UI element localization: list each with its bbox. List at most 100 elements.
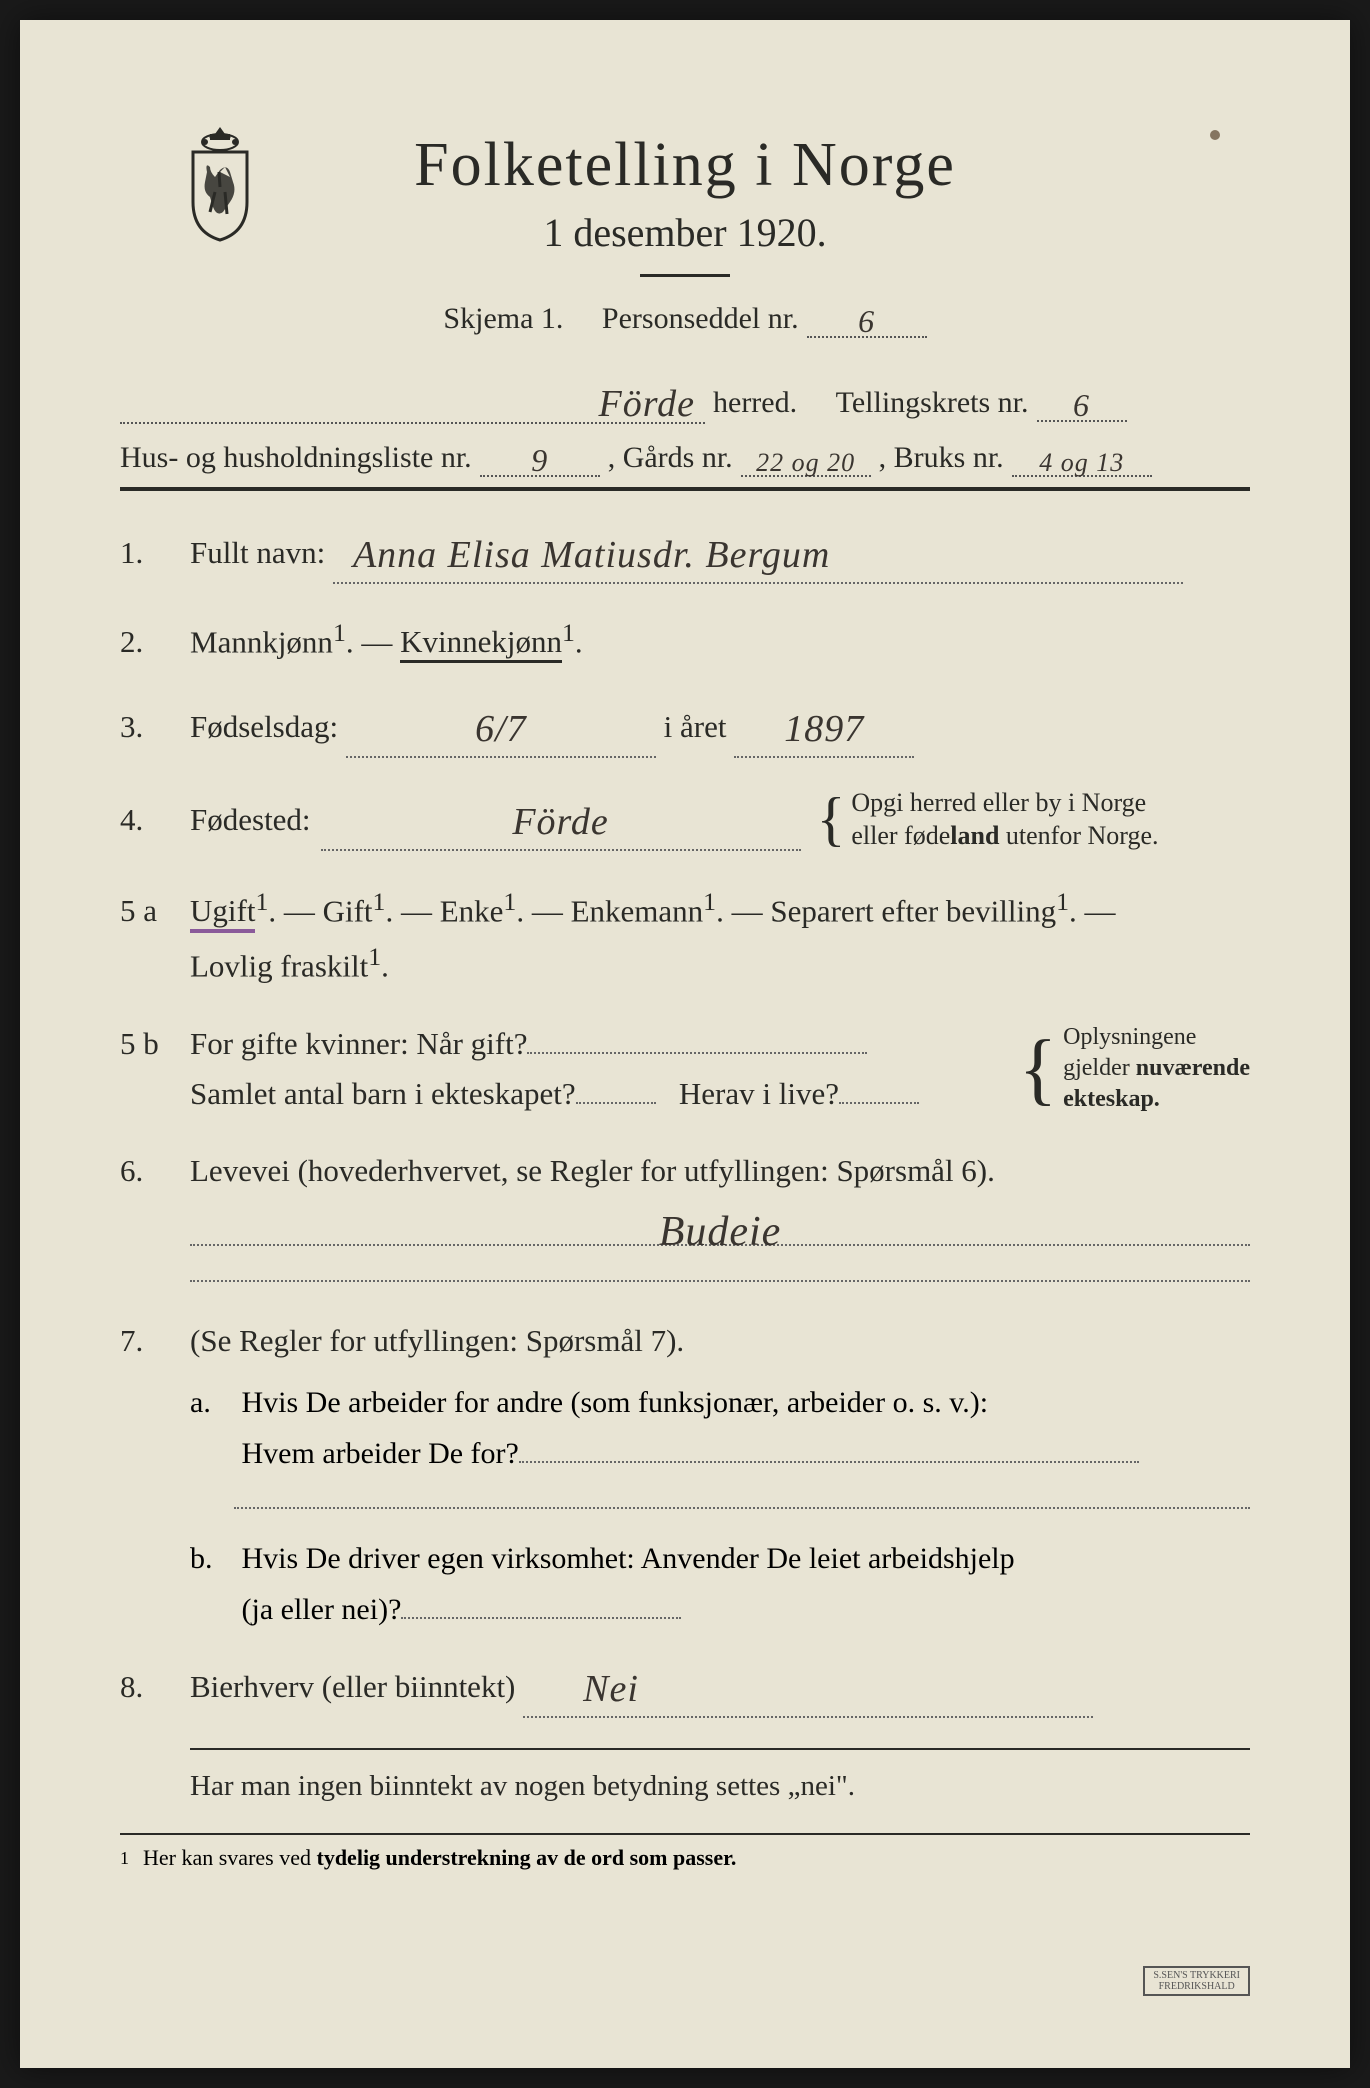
q5b-note1: Oplysningene — [1063, 1024, 1196, 1050]
q7-label: (Se Regler for utfyllingen: Spørsmål 7). — [190, 1316, 1250, 1366]
q7b-field — [401, 1617, 681, 1619]
q4-note1: Opgi herred eller by i Norge — [851, 788, 1146, 817]
q6-blank-line — [190, 1280, 1250, 1282]
q4-note2: eller fødeland utenfor Norge. — [851, 821, 1158, 850]
q7a-line2: Hvem arbeider De for? — [242, 1437, 519, 1470]
form-body: 1. Fullt navn: Anna Elisa Matiusdr. Berg… — [120, 521, 1250, 1871]
question-8: 8. Bierhverv (eller biinntekt) Nei — [120, 1655, 1250, 1718]
gaards-label: , Gårds nr. — [608, 441, 733, 475]
q4-note-group: { Opgi herred eller by i Norge eller fød… — [811, 786, 1159, 854]
q6-label: Levevei (hovederhvervet, se Regler for u… — [190, 1146, 1250, 1196]
q8-note: Har man ingen biinntekt av nogen betydni… — [190, 1770, 1250, 1803]
skjema-label: Skjema 1. — [443, 302, 563, 336]
q4-num: 4. — [120, 795, 190, 845]
q8-rule — [190, 1748, 1250, 1750]
q4-label: Fødested: — [190, 795, 311, 845]
bruks-field: 4 og 13 — [1012, 441, 1152, 477]
q4-field: Förde — [321, 788, 801, 851]
q7a-line1: Hvis De arbeider for andre (som funksjon… — [242, 1386, 989, 1419]
q7b-line1: Hvis De driver egen virksomhet: Anvender… — [242, 1542, 1015, 1575]
q1-value: Anna Elisa Matiusdr. Bergum — [353, 534, 830, 576]
q8-num: 8. — [120, 1662, 190, 1712]
herred-value: Förde — [599, 383, 695, 425]
q6-field: Budeie — [190, 1204, 1250, 1246]
tellingskrets-label: Tellingskrets nr. — [836, 386, 1029, 420]
q5a-separert: Separert efter bevilling — [770, 893, 1056, 928]
stamp-line1: S.SEN'S TRYKKERI — [1153, 1970, 1240, 1981]
question-2: 2. Mannkjønn1. — Kvinnekjønn1. — [120, 612, 1250, 667]
q1-num: 1. — [120, 528, 190, 578]
herred-label: herred. — [713, 386, 797, 420]
hus-value: 9 — [531, 442, 548, 478]
q8-value: Nei — [583, 1668, 639, 1710]
q3-num: 3. — [120, 702, 190, 752]
q5b-note-group: { Oplysningene gjelder nuværende ekteska… — [1013, 1022, 1250, 1116]
brace-icon: { — [1019, 1049, 1057, 1089]
q5b-note3: ekteskap. — [1063, 1086, 1160, 1112]
q4-note: Opgi herred eller by i Norge eller fødel… — [851, 786, 1158, 854]
question-1: 1. Fullt navn: Anna Elisa Matiusdr. Berg… — [120, 521, 1250, 584]
q5b-line2b: Herav i live? — [679, 1076, 839, 1111]
form-header: Folketelling i Norge 1 desember 1920. Sk… — [120, 130, 1250, 338]
q3-day-field: 6/7 — [346, 695, 656, 758]
q1-label: Fullt navn: — [190, 535, 325, 570]
q7a: a. Hvis De arbeider for andre (som funks… — [120, 1377, 1250, 1509]
q5a-enkemann: Enkemann — [571, 893, 704, 928]
skjema-line: Skjema 1. Personseddel nr. 6 — [120, 299, 1250, 338]
brace-icon: { — [817, 804, 846, 834]
q3-day-value: 6/7 — [475, 708, 527, 750]
q2-mann: Mannkjønn — [190, 624, 333, 659]
gaards-field: 22 og 20 — [741, 441, 871, 477]
date-subtitle: 1 desember 1920. — [120, 209, 1250, 256]
q5b-barn-field — [576, 1102, 656, 1104]
q3-year-field: 1897 — [734, 695, 914, 758]
q7-num: 7. — [120, 1316, 190, 1366]
q5a-lovlig: Lovlig fraskilt — [190, 948, 368, 983]
q5b-gift-field — [527, 1052, 867, 1054]
personseddel-label: Personseddel nr. — [602, 302, 799, 336]
footnote-text: Her kan svares ved tydelig understreknin… — [143, 1845, 736, 1871]
title-divider — [640, 274, 730, 277]
q4-value: Förde — [512, 801, 608, 843]
footnote: 1 Her kan svares ved tydelig understrekn… — [120, 1833, 1250, 1871]
q5b-note: Oplysningene gjelder nuværende ekteskap. — [1063, 1022, 1250, 1116]
q5a-ugift: Ugift — [190, 893, 255, 933]
census-form-page: Folketelling i Norge 1 desember 1920. Sk… — [20, 20, 1350, 2068]
q5b-live-field — [839, 1102, 919, 1104]
q8-extra: Har man ingen biinntekt av nogen betydni… — [120, 1748, 1250, 1803]
q7a-blank-line — [234, 1507, 1250, 1509]
hus-field: 9 — [480, 438, 600, 477]
question-4: 4. Fødested: Förde { Opgi herred eller b… — [120, 786, 1250, 854]
question-6: 6. Levevei (hovederhvervet, se Regler fo… — [120, 1146, 1250, 1196]
question-5b: 5 b For gifte kvinner: Når gift? Samlet … — [120, 1019, 1250, 1118]
personseddel-nr-value: 6 — [858, 303, 875, 339]
q1-field: Anna Elisa Matiusdr. Bergum — [333, 521, 1183, 584]
q5a-gift: Gift — [323, 893, 373, 928]
hus-line: Hus- og husholdningsliste nr. 9 , Gårds … — [120, 438, 1250, 477]
q7b-line2: (ja eller nei)? — [242, 1593, 402, 1626]
bruks-label: , Bruks nr. — [879, 441, 1004, 475]
q7a-field — [519, 1461, 1139, 1463]
tellingskrets-value: 6 — [1073, 387, 1090, 423]
q2-num: 2. — [120, 617, 190, 667]
q5b-line2a: Samlet antal barn i ekteskapet? — [190, 1076, 576, 1111]
hus-label: Hus- og husholdningsliste nr. — [120, 441, 472, 475]
bruks-value: 4 og 13 — [1039, 448, 1124, 477]
q5b-note2: gjelder nuværende — [1063, 1055, 1250, 1081]
q5a-num: 5 a — [120, 886, 190, 936]
q6-answer-block: Budeie — [120, 1204, 1250, 1282]
stamp-line2: FREDRIKSHALD — [1159, 1981, 1235, 1992]
q8-label: Bierhverv (eller biinntekt) — [190, 1669, 515, 1704]
herred-field: Förde — [120, 378, 705, 424]
q5b-line1: For gifte kvinner: Når gift? — [190, 1026, 527, 1061]
q2-sup2: 1 — [562, 618, 575, 647]
question-5a: 5 a Ugift1. — Gift1. — Enke1. — Enkemann… — [120, 881, 1250, 991]
q6-num: 6. — [120, 1146, 190, 1196]
coat-of-arms-icon — [175, 122, 265, 242]
q3-year-label: i året — [664, 709, 727, 744]
q7a-label: a. — [190, 1377, 234, 1428]
footnote-num: 1 — [120, 1848, 129, 1869]
header-rule — [120, 487, 1250, 491]
question-7: 7. (Se Regler for utfyllingen: Spørsmål … — [120, 1316, 1250, 1366]
gaards-value: 22 og 20 — [756, 448, 855, 477]
